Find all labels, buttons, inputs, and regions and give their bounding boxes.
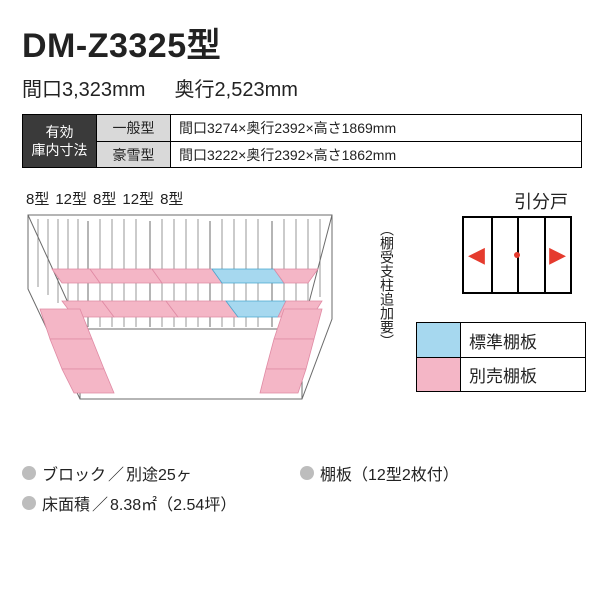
dim-row-label: 豪雪型 (97, 142, 171, 167)
spec-line: 床面積 ／ 8.38㎡（2.54坪） (22, 491, 300, 515)
door-icon: ◀ ▶ (462, 216, 572, 294)
shelf-diagram: 8型 12型 8型 12型 8型 (22, 188, 362, 439)
panel-label: 12型 (55, 188, 87, 209)
legend-label: 別売棚板 (461, 362, 585, 387)
arrow-right-icon: ▶ (549, 242, 566, 268)
dim-table-head: 有効庫内寸法 (23, 115, 97, 167)
dim-row: 豪雪型 間口3222×奥行2392×高さ1862mm (97, 141, 581, 167)
shelf-legend: 標準棚板 別売棚板 (416, 322, 586, 392)
effective-dim-table: 有効庫内寸法 一般型 間口3274×奥行2392×高さ1869mm 豪雪型 間口… (22, 114, 582, 168)
legend-swatch (417, 358, 461, 391)
model-title: DM-Z3325型 (22, 18, 578, 67)
spec-key: 棚板 (320, 461, 352, 485)
bullet-icon (300, 466, 314, 480)
spec-line: ブロック ／ 別途25ヶ (22, 461, 300, 485)
dim-row: 一般型 間口3274×奥行2392×高さ1869mm (97, 115, 581, 141)
legend-swatch (417, 323, 461, 357)
dim-row-label: 一般型 (97, 115, 171, 141)
width-unit: mm (112, 79, 145, 101)
depth-label: 奥行 (175, 79, 215, 101)
footer-specs: ブロック ／ 別途25ヶ 床面積 ／ 8.38㎡（2.54坪） 棚板 （12型2… (22, 461, 578, 521)
bullet-icon (22, 466, 36, 480)
arrow-left-icon: ◀ (468, 242, 485, 268)
door-center-dot (514, 252, 520, 258)
pillar-required-note: （棚受支柱追加要） (379, 222, 394, 348)
bullet-icon (22, 496, 36, 510)
dim-row-value: 間口3222×奥行2392×高さ1862mm (171, 142, 581, 167)
depth-unit: mm (265, 79, 298, 101)
panel-label: 8型 (93, 188, 116, 209)
width-value: 3,323 (62, 79, 112, 101)
spec-line: 棚板 （12型2枚付） (300, 461, 578, 485)
width-label: 間口 (22, 79, 62, 101)
panel-type-labels: 8型 12型 8型 12型 8型 (22, 188, 362, 209)
legend-label: 標準棚板 (461, 328, 585, 353)
outer-dimensions: 間口3,323mm 奥行2,523mm (22, 73, 578, 102)
panel-label: 12型 (122, 188, 154, 209)
spec-key: 床面積 (42, 491, 90, 515)
dim-row-value: 間口3274×奥行2392×高さ1869mm (171, 115, 581, 141)
spec-value: 8.38㎡（2.54坪） (110, 491, 236, 515)
legend-row: 標準棚板 (417, 323, 585, 357)
panel-label: 8型 (160, 188, 183, 209)
panel-label: 8型 (26, 188, 49, 209)
shelf-svg (22, 209, 362, 439)
depth-value: 2,523 (215, 79, 265, 101)
spec-key: ブロック (42, 461, 106, 485)
spec-value: 別途25ヶ (126, 461, 192, 485)
spec-value: （12型2枚付） (352, 461, 459, 485)
door-type-label: 引分戸 (416, 188, 586, 214)
legend-row: 別売棚板 (417, 357, 585, 391)
